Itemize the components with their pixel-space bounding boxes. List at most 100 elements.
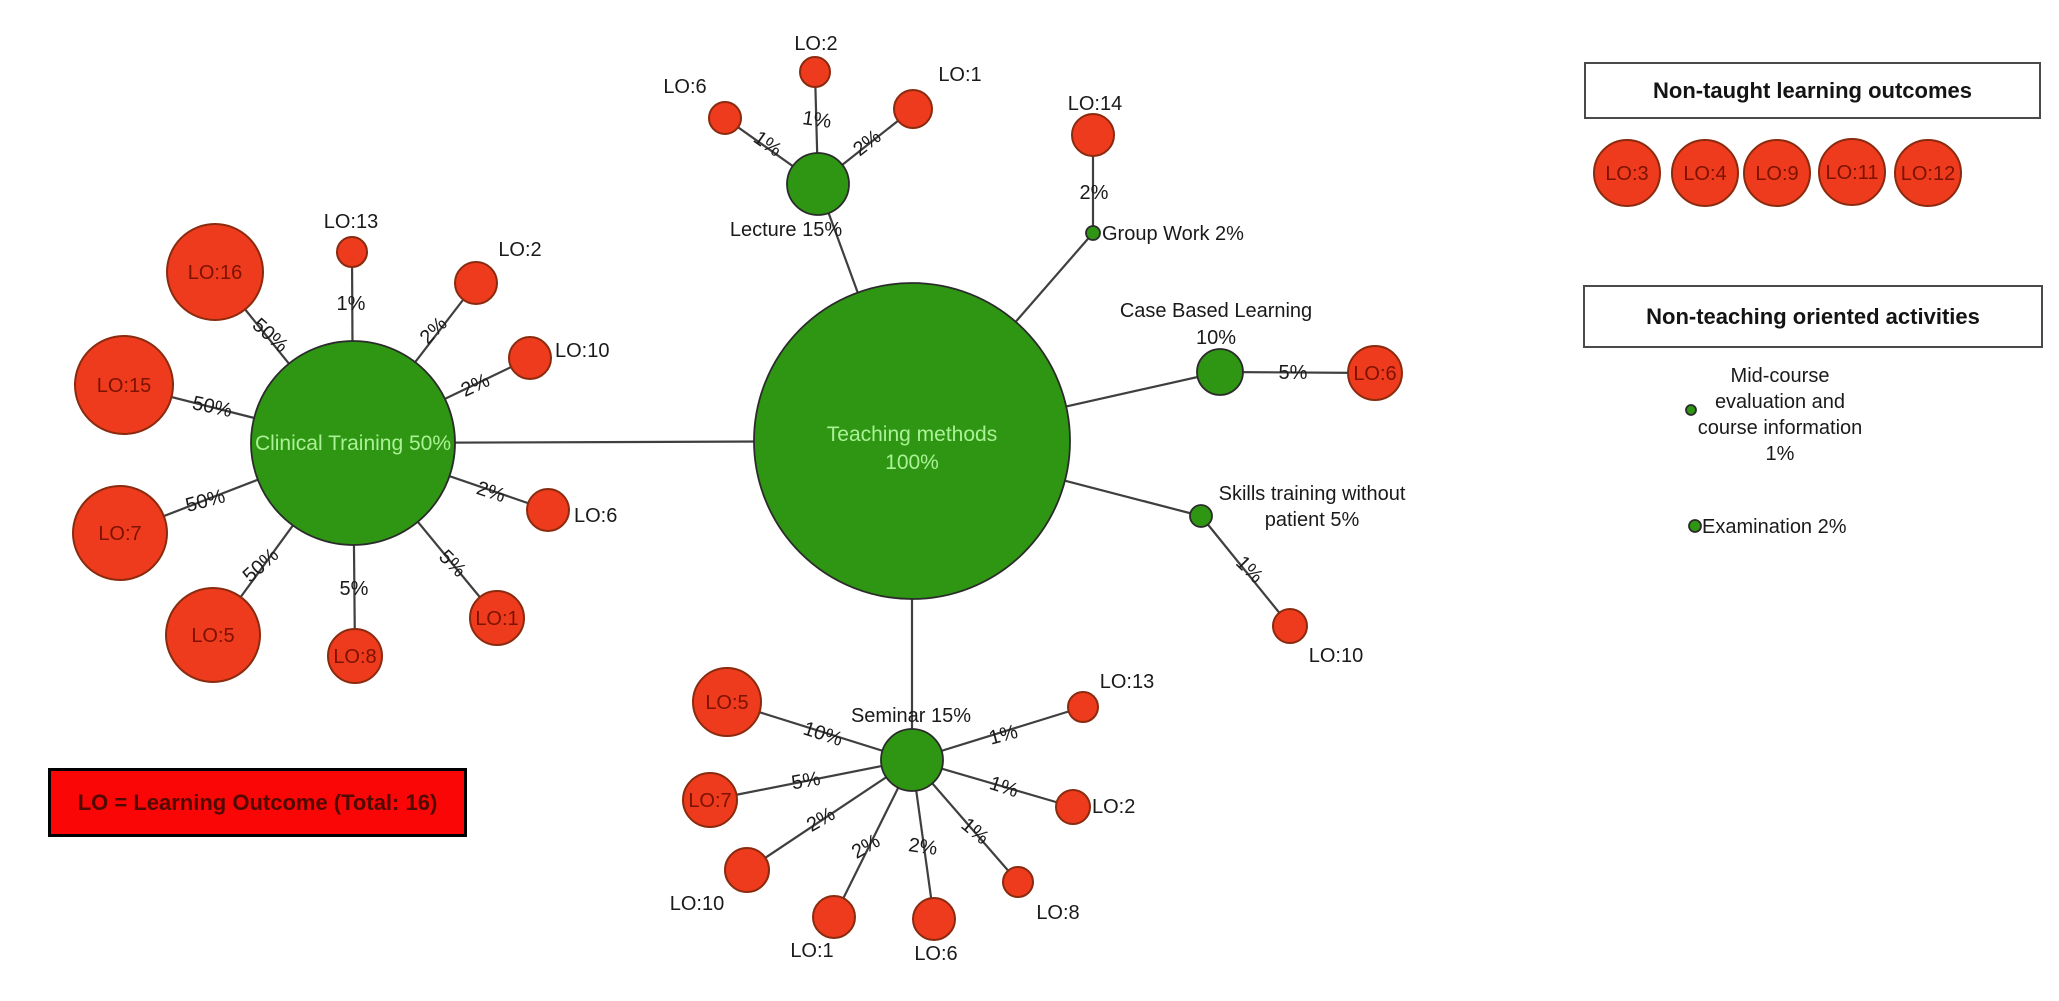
non-teaching-activities-header: Non-teaching oriented activities — [1583, 285, 2043, 348]
outcome-node-skills-lo10 — [1272, 608, 1308, 644]
outcome-node-clinical-lo7 — [72, 485, 168, 581]
outcome-node-nontaught-lo4 — [1671, 139, 1739, 207]
edge-label-clinical--clinical-lo1: 5% — [434, 546, 470, 582]
outcome-node-clinical-lo13 — [336, 236, 368, 268]
label-lecture: Lecture 15% — [730, 219, 843, 241]
label-case-based-learning: Case Based Learning — [1120, 300, 1312, 322]
label-teaching: 100% — [885, 451, 939, 474]
label-seminar-lo6: LO:6 — [914, 943, 957, 965]
label-skills-training: Skills training without — [1219, 483, 1406, 505]
method-node-lecture — [786, 152, 850, 216]
label-nontaught-lo3: LO:3 — [1605, 163, 1648, 185]
edge-label-seminar--seminar-lo13: 1% — [987, 721, 1021, 750]
method-node-case-based-learning — [1196, 348, 1244, 396]
outcome-node-nontaught-lo3 — [1593, 139, 1661, 207]
label-nontaught-lo11: LO:11 — [1826, 162, 1879, 184]
outcome-node-clinical-lo16 — [166, 223, 264, 321]
label-seminar-lo10: LO:10 — [670, 893, 724, 915]
edge-label-clinical--clinical-lo2: 2% — [416, 313, 452, 349]
method-node-group-work — [1085, 225, 1101, 241]
edge-label-seminar--seminar-lo10: 2% — [803, 803, 839, 837]
outcome-node-clinical-lo5 — [165, 587, 261, 683]
method-node-seminar — [880, 728, 944, 792]
outcome-node-clinical-lo8 — [327, 628, 383, 684]
label-lecture-lo6: LO:6 — [663, 76, 706, 98]
outcome-node-clinical-lo6 — [526, 488, 570, 532]
edge-label-seminar--seminar-lo1: 2% — [848, 830, 884, 864]
edge-label-clinical--clinical-lo10: 2% — [458, 369, 494, 401]
label-clinical-lo16: LO:16 — [188, 262, 242, 284]
label-clinical-lo7: LO:7 — [98, 523, 141, 545]
outcome-node-seminar-lo1 — [812, 895, 856, 939]
outcome-node-clinical-lo2 — [454, 261, 498, 305]
label-seminar-lo2: LO:2 — [1092, 796, 1135, 818]
label-examination: Examination 2% — [1702, 516, 1847, 538]
label-skills-lo10: LO:10 — [1309, 645, 1363, 667]
label-clinical-lo15: LO:15 — [97, 375, 151, 397]
edge-label-seminar--seminar-lo5: 10% — [800, 718, 845, 751]
non-taught-outcomes-header: Non-taught learning outcomes — [1584, 62, 2041, 119]
outcome-node-seminar-lo13 — [1067, 691, 1099, 723]
edge-label-clinical--clinical-lo5: 50% — [239, 544, 284, 587]
outcome-node-seminar-lo10 — [724, 847, 770, 893]
label-lecture-lo1: LO:1 — [938, 64, 981, 86]
label-seminar-lo7: LO:7 — [688, 790, 731, 812]
label-nontaught-lo4: LO:4 — [1683, 163, 1726, 185]
label-seminar-lo13: LO:13 — [1100, 671, 1154, 693]
outcome-node-nontaught-lo12 — [1894, 139, 1962, 207]
outcome-node-seminar-lo6 — [912, 897, 956, 941]
label-nontaught-lo9: LO:9 — [1755, 163, 1798, 185]
method-node-skills-training — [1189, 504, 1213, 528]
method-node-clinical — [250, 340, 456, 546]
outcome-node-clinical-lo10 — [508, 336, 552, 380]
edge-label-clinical--clinical-lo15: 50% — [190, 392, 234, 422]
outcome-node-seminar-lo2 — [1055, 789, 1091, 825]
method-node-teaching — [753, 282, 1071, 600]
outcome-node-lecture-lo6 — [708, 101, 742, 135]
outcome-node-lecture-lo1 — [893, 89, 933, 129]
label-case-based-learning: 10% — [1196, 327, 1236, 349]
label-midcourse: course information — [1698, 417, 1863, 439]
edge-label-lecture--lecture-lo2: 1% — [801, 107, 833, 133]
outcome-node-clinical-lo15 — [74, 335, 174, 435]
edge-label-group-work--groupwork-lo14: 2% — [1080, 182, 1109, 204]
edge-label-clinical--clinical-lo8: 5% — [340, 578, 369, 600]
label-clinical-lo2: LO:2 — [498, 239, 541, 261]
edge-label-seminar--seminar-lo7: 5% — [790, 768, 823, 795]
legend-box: LO = Learning Outcome (Total: 16) — [48, 768, 467, 837]
label-midcourse: 1% — [1766, 443, 1795, 465]
label-seminar-lo5: LO:5 — [705, 692, 748, 714]
label-clinical-lo5: LO:5 — [191, 625, 234, 647]
label-lecture-lo2: LO:2 — [794, 33, 837, 55]
outcome-node-nontaught-lo11 — [1818, 138, 1886, 206]
label-groupwork-lo14: LO:14 — [1068, 93, 1122, 115]
label-midcourse: evaluation and — [1715, 391, 1845, 413]
method-node-midcourse — [1685, 404, 1697, 416]
outcome-node-lecture-lo2 — [799, 56, 831, 88]
edge-label-seminar--seminar-lo6: 2% — [907, 834, 939, 860]
edge-skills-training--skills-lo10 — [1200, 515, 1291, 627]
label-clinical-lo13: LO:13 — [324, 211, 378, 233]
edge-seminar--seminar-lo7 — [709, 758, 913, 802]
label-seminar-lo1: LO:1 — [790, 940, 833, 962]
edge-label-skills-training--skills-lo10: 1% — [1231, 552, 1267, 588]
outcome-node-nontaught-lo9 — [1743, 139, 1811, 207]
label-seminar: Seminar 15% — [851, 705, 971, 727]
outcome-node-cbl-lo6 — [1347, 345, 1403, 401]
label-skills-training: patient 5% — [1265, 509, 1360, 531]
label-clinical-lo10: LO:10 — [555, 340, 609, 362]
edge-seminar--seminar-lo10 — [746, 759, 913, 871]
edge-label-clinical--clinical-lo13: 1% — [337, 293, 366, 315]
edge-label-case-based-learning--cbl-lo6: 5% — [1279, 362, 1308, 384]
label-clinical-lo1: LO:1 — [475, 608, 518, 630]
label-nontaught-lo12: LO:12 — [1901, 163, 1955, 185]
label-seminar-lo8: LO:8 — [1036, 902, 1079, 924]
label-clinical-lo6: LO:6 — [574, 505, 617, 527]
edge-label-seminar--seminar-lo2: 1% — [987, 772, 1021, 802]
outcome-node-seminar-lo8 — [1002, 866, 1034, 898]
label-clinical-lo8: LO:8 — [333, 646, 376, 668]
label-clinical: Clinical Training 50% — [255, 432, 451, 455]
edge-label-clinical--clinical-lo6: 2% — [474, 477, 508, 507]
